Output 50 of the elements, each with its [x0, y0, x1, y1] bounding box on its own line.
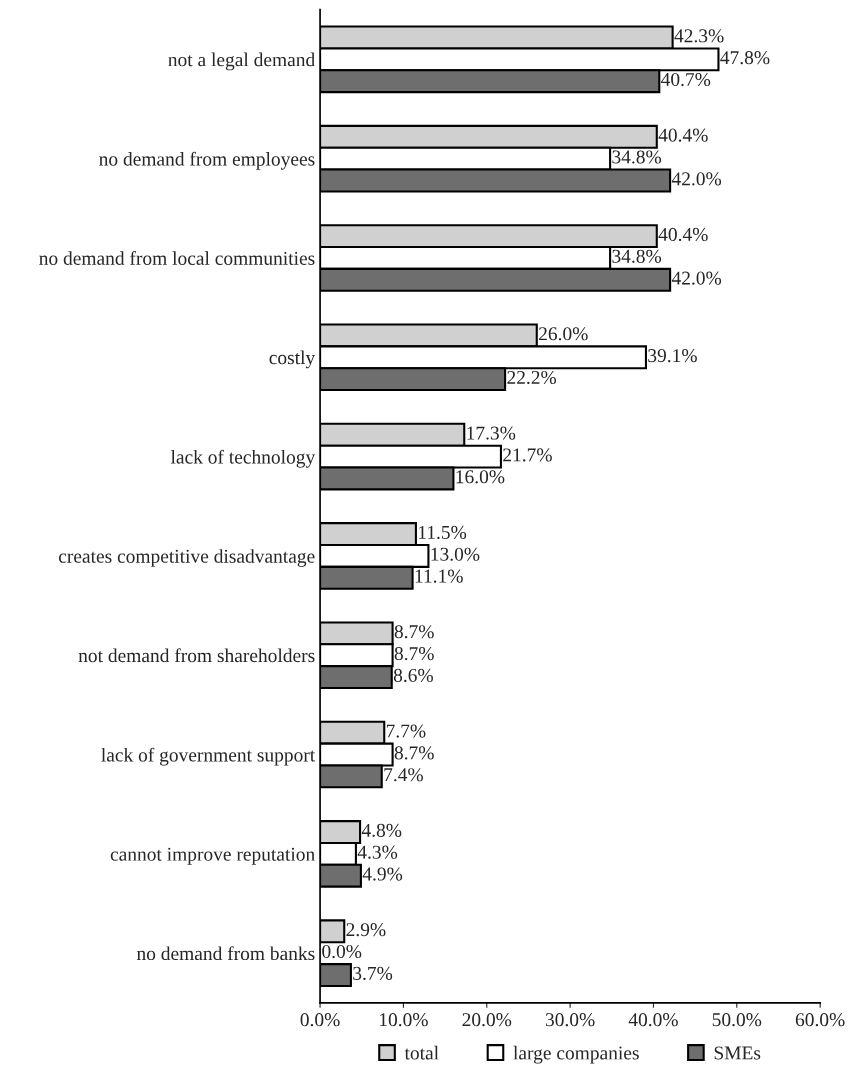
- data-label: 13.0%: [431, 547, 480, 561]
- data-label: 34.8%: [612, 249, 662, 263]
- data-label: 39.1%: [648, 349, 697, 363]
- data-label: 47.8%: [720, 51, 770, 65]
- data-label: 34.8%: [612, 150, 662, 164]
- data-label: 11.1%: [415, 569, 463, 583]
- data-label: 3.7%: [353, 966, 393, 980]
- data-label: 42.0%: [671, 271, 722, 285]
- x-tick-label: 20.0%: [462, 1013, 512, 1027]
- y-tick-label: creates competitive disadvantage: [58, 549, 315, 567]
- data-label: 11.5%: [419, 525, 467, 540]
- y-tick-label: cannot improve reputation: [110, 847, 315, 865]
- data-label: 8.6%: [393, 668, 433, 683]
- legend-label: large companies: [513, 1045, 639, 1064]
- data-label: 4.8%: [361, 823, 402, 837]
- x-tick-label: 60.0%: [795, 1013, 845, 1027]
- y-tick-label: lack of government support: [101, 747, 316, 766]
- data-label: 8.7%: [394, 746, 434, 760]
- data-label: 16.0%: [456, 470, 505, 484]
- data-label: 2.9%: [346, 923, 386, 937]
- x-tick-label: 10.0%: [380, 1013, 428, 1027]
- y-tick-label: no demand from local communities: [39, 251, 315, 265]
- data-label: 4.3%: [357, 845, 398, 859]
- x-tick-label: 50.0%: [712, 1013, 762, 1027]
- y-tick-label: no demand from banks: [136, 946, 315, 961]
- y-tick-label: no demand from employees: [99, 151, 315, 170]
- data-label: 21.7%: [503, 448, 552, 462]
- data-label: 40.4%: [658, 128, 708, 142]
- legend-label: SMEs: [714, 1046, 761, 1060]
- x-tick-label: 0.0%: [300, 1013, 340, 1027]
- y-tick-label: not a legal demand: [168, 52, 315, 71]
- data-label: 22.2%: [507, 370, 557, 385]
- data-label: 8.7%: [394, 646, 434, 661]
- y-tick-label: not demand from shareholders: [78, 648, 315, 663]
- data-label: 40.7%: [661, 72, 711, 87]
- data-label: 26.0%: [539, 327, 588, 341]
- x-tick-label: 30.0%: [545, 1013, 595, 1027]
- data-label: 4.9%: [362, 867, 403, 881]
- x-tick-label: 40.0%: [628, 1013, 678, 1027]
- data-label: 8.7%: [394, 625, 434, 639]
- data-label: 42.0%: [671, 172, 722, 186]
- data-label: 7.7%: [386, 724, 426, 738]
- data-label: 17.3%: [467, 426, 516, 440]
- y-tick-label: lack of technology: [170, 449, 316, 468]
- data-label: 7.4%: [384, 768, 423, 782]
- legend-label: total: [404, 1045, 439, 1060]
- data-label: 42.3%: [674, 29, 724, 43]
- data-label: 0.0%: [322, 944, 362, 959]
- y-tick-label: costly: [269, 350, 316, 369]
- data-label: 40.4%: [658, 227, 708, 242]
